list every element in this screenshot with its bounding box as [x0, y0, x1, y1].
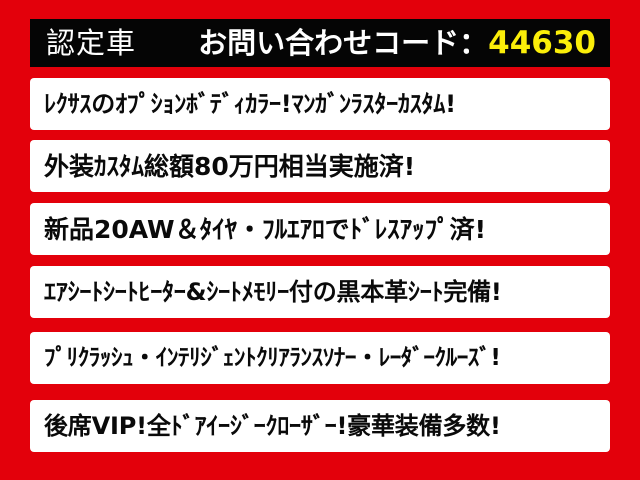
feature-text: ｴｱｼｰﾄｼｰﾄﾋｰﾀｰ&ｼｰﾄﾒﾓﾘｰ付の黒本革ｼｰﾄ完備!	[44, 278, 502, 306]
feature-row: 後席VIP!全ﾄﾞｱｲｰｼﾞｰｸﾛｰｻﾞｰ!豪華装備多数!	[30, 400, 610, 452]
feature-row: ｴｱｼｰﾄｼｰﾄﾋｰﾀｰ&ｼｰﾄﾒﾓﾘｰ付の黒本革ｼｰﾄ完備!	[30, 266, 610, 318]
banner-header: 認定車 お問い合わせコード： 44630	[30, 19, 610, 67]
inquiry-code-value: 44630	[488, 24, 596, 61]
feature-row: 外装ｶｽﾀﾑ総額80万円相当実施済!	[30, 140, 610, 192]
feature-text: 新品20AW＆ﾀｲﾔ・ﾌﾙｴｱﾛでﾄﾞﾚｽｱｯﾌﾟ済!	[44, 214, 486, 244]
inquiry-code-group: お問い合わせコード： 44630	[198, 24, 596, 61]
feature-row: 新品20AW＆ﾀｲﾔ・ﾌﾙｴｱﾛでﾄﾞﾚｽｱｯﾌﾟ済!	[30, 203, 610, 255]
feature-text: 後席VIP!全ﾄﾞｱｲｰｼﾞｰｸﾛｰｻﾞｰ!豪華装備多数!	[44, 412, 501, 440]
certified-car-label: 認定車	[46, 25, 137, 60]
feature-row: ﾌﾟﾘｸﾗｯｼｭ・ｲﾝﾃﾘｼﾞｪﾝﾄｸﾘｱﾗﾝｽｿﾅｰ・ﾚｰﾀﾞｰｸﾙｰｽﾞ!	[30, 332, 610, 384]
inquiry-code-label: お問い合わせコード：	[198, 25, 489, 60]
feature-text: ﾚｸｻｽのｵﾌﾟｼｮﾝﾎﾞﾃﾞｨｶﾗｰ!ﾏﾝｶﾞﾝﾗｽﾀｰｶｽﾀﾑ!	[44, 90, 456, 118]
feature-text: ﾌﾟﾘｸﾗｯｼｭ・ｲﾝﾃﾘｼﾞｪﾝﾄｸﾘｱﾗﾝｽｿﾅｰ・ﾚｰﾀﾞｰｸﾙｰｽﾞ!	[44, 344, 501, 371]
feature-row: ﾚｸｻｽのｵﾌﾟｼｮﾝﾎﾞﾃﾞｨｶﾗｰ!ﾏﾝｶﾞﾝﾗｽﾀｰｶｽﾀﾑ!	[30, 78, 610, 130]
feature-text: 外装ｶｽﾀﾑ総額80万円相当実施済!	[44, 151, 416, 181]
